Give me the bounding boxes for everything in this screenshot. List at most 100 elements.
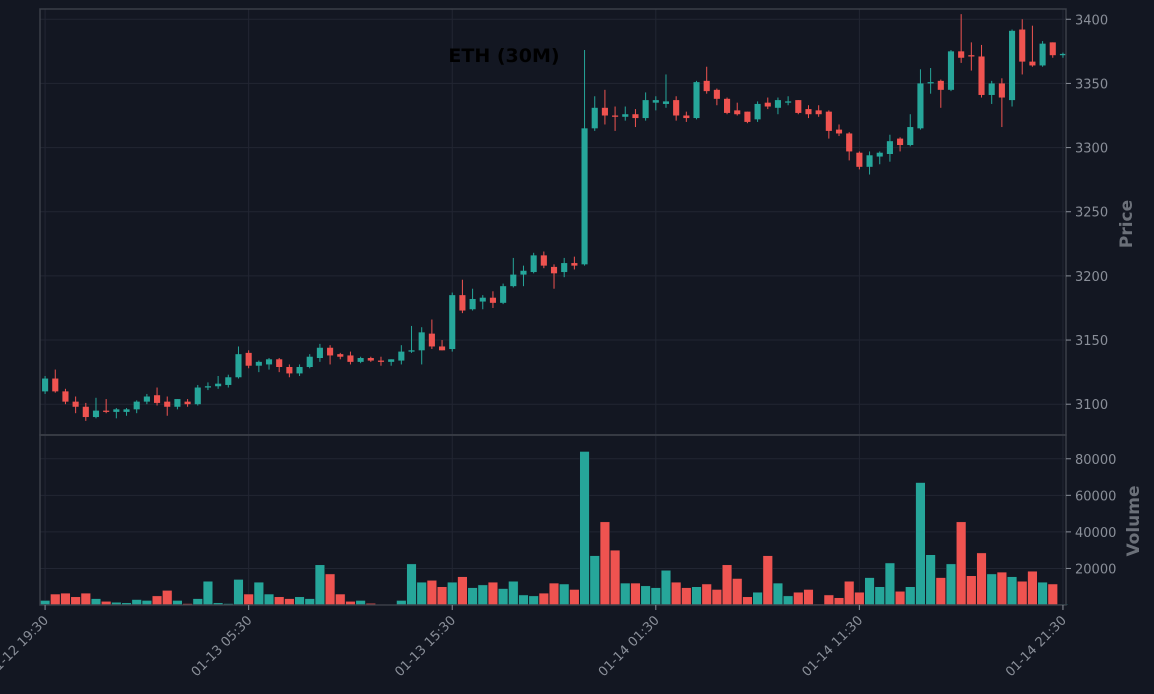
volume-bar — [844, 580, 855, 606]
candle-body — [327, 347, 334, 356]
candle-body — [408, 350, 415, 352]
volume-bar — [202, 580, 214, 606]
candle-body — [306, 356, 313, 367]
volume-bar — [732, 578, 743, 606]
candle-body — [785, 101, 792, 103]
candle-body — [724, 98, 731, 113]
candle-body — [62, 391, 69, 402]
candle-body — [601, 107, 608, 116]
candle-body — [52, 378, 59, 392]
candle-body — [1019, 29, 1026, 62]
candle-body — [550, 266, 558, 274]
price-tick-label: 3350 — [1075, 77, 1108, 92]
price-tick-label: 3250 — [1075, 206, 1108, 221]
volume-axis-ticks: 20000 40000 60000 80000 — [1066, 453, 1116, 577]
candle-body — [795, 100, 802, 113]
candle-body — [897, 138, 904, 146]
candle-body — [347, 355, 354, 362]
volume-bar — [895, 591, 906, 606]
volume-panel-frame — [39, 434, 1067, 606]
price-axis-ticks: 3100 3150 3200 3250 3300 3350 3400 — [1066, 13, 1108, 413]
volume-bar — [406, 563, 417, 606]
candle-body — [439, 346, 446, 351]
volume-bar — [60, 592, 71, 606]
volume-bar — [742, 596, 753, 606]
volume-bar — [772, 582, 784, 606]
candle-body — [927, 82, 934, 84]
volume-bar — [620, 582, 631, 606]
candle-body — [1009, 30, 1016, 101]
chart-title: ETH (30M) — [448, 45, 559, 67]
candle-body — [286, 366, 293, 374]
volume-bar — [294, 596, 305, 606]
volume-bar — [854, 591, 865, 606]
volume-bar — [671, 581, 682, 606]
candle-body — [642, 100, 649, 119]
volume-bar — [711, 589, 722, 606]
volume-bar — [956, 521, 967, 606]
candle-body — [520, 270, 527, 275]
candle-body — [886, 141, 893, 154]
candle-body — [937, 80, 944, 90]
candle-body — [1049, 42, 1056, 56]
volume-bar — [752, 591, 763, 606]
candle-body — [968, 55, 975, 57]
price-candles — [42, 14, 1066, 421]
candle-body — [398, 351, 405, 361]
candle-body — [133, 401, 140, 410]
candle-body — [744, 111, 751, 122]
volume-axis-label: Volume — [1124, 485, 1144, 556]
candle-body — [540, 255, 547, 266]
volume-tick-label: 40000 — [1075, 526, 1116, 541]
candle-body — [1029, 61, 1036, 66]
volume-bar — [253, 581, 264, 606]
candle-body — [815, 110, 822, 115]
volume-tick-label: 80000 — [1075, 453, 1116, 468]
candle-body — [581, 128, 588, 265]
candle-body — [245, 352, 252, 366]
volume-bar — [793, 591, 804, 606]
candle-body — [917, 83, 924, 129]
candle-body — [72, 401, 79, 407]
candle-body — [825, 111, 832, 131]
candle-body — [947, 51, 955, 90]
volume-bar — [284, 598, 295, 606]
volume-bar — [630, 582, 641, 606]
candle-body — [713, 89, 720, 99]
candle-body — [92, 410, 100, 418]
candle-body — [561, 263, 568, 273]
volume-bar — [559, 583, 570, 606]
volume-bar — [905, 586, 916, 606]
volume-bar — [233, 579, 244, 606]
volume-bar — [426, 580, 437, 606]
volume-bar — [803, 589, 814, 606]
volume-bar — [996, 571, 1007, 606]
candle-body — [998, 83, 1005, 98]
volume-bar — [823, 594, 834, 606]
candle-body — [337, 354, 344, 357]
volume-bar — [1006, 576, 1018, 606]
volume-bar — [508, 580, 519, 606]
candle-body — [693, 82, 700, 119]
volume-bar — [436, 586, 448, 606]
volume-bar — [457, 576, 468, 606]
volume-bar — [498, 588, 509, 606]
candle-body — [103, 410, 110, 412]
volume-tick-label: 20000 — [1075, 562, 1116, 577]
volume-bar — [935, 577, 946, 606]
candle-body — [377, 360, 385, 362]
candle-body — [449, 295, 456, 350]
candle-body — [225, 377, 232, 385]
candle-body — [215, 383, 222, 387]
candle-body — [367, 358, 374, 361]
volume-bar — [915, 482, 926, 606]
candle-body — [428, 333, 435, 347]
candle-body — [154, 395, 161, 403]
volume-bar — [335, 593, 346, 606]
candle-body — [632, 114, 639, 119]
candle-body — [235, 354, 242, 378]
volume-bar — [864, 577, 875, 606]
candle-body — [703, 80, 710, 92]
candle-body — [764, 102, 771, 107]
